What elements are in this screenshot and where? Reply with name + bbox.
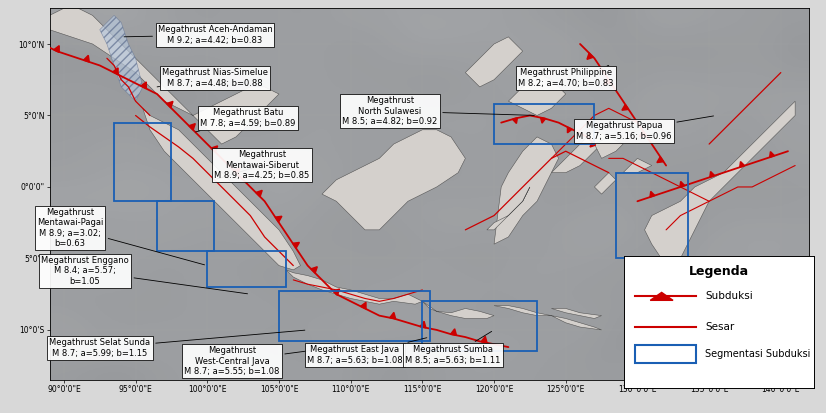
Text: Megathrust
North Sulawesi
M 8.5; a=4.82; b=0.92: Megathrust North Sulawesi M 8.5; a=4.82;…: [342, 96, 534, 126]
Polygon shape: [234, 168, 240, 174]
Polygon shape: [211, 146, 217, 152]
Polygon shape: [622, 104, 629, 110]
Polygon shape: [552, 309, 601, 318]
Bar: [494, 104, 595, 144]
Polygon shape: [333, 289, 339, 295]
Polygon shape: [639, 131, 646, 136]
Polygon shape: [286, 270, 422, 304]
Polygon shape: [422, 301, 494, 318]
Polygon shape: [482, 336, 487, 343]
Polygon shape: [143, 108, 301, 270]
Polygon shape: [740, 161, 744, 167]
Polygon shape: [100, 15, 143, 101]
Text: Megathrust
Mentawai-Pagai
M 8.9; a=3.02;
b=0.63: Megathrust Mentawai-Pagai M 8.9; a=3.02;…: [37, 208, 205, 265]
Polygon shape: [623, 158, 652, 173]
Bar: [616, 173, 687, 259]
Polygon shape: [710, 171, 714, 177]
Bar: [422, 301, 537, 351]
Text: Megathrust Batu
M 7.8; a=4.59; b=0.89: Megathrust Batu M 7.8; a=4.59; b=0.89: [196, 108, 296, 132]
Text: Legenda: Legenda: [689, 265, 748, 278]
Polygon shape: [494, 137, 558, 244]
Polygon shape: [657, 157, 663, 163]
Polygon shape: [450, 329, 457, 335]
Text: Megathrust Papua
M 8.7; a=5.16; b=0.96: Megathrust Papua M 8.7; a=5.16; b=0.96: [577, 116, 714, 141]
Polygon shape: [54, 46, 59, 52]
Text: Megathrust East Java
M 8.7; a=5.63; b=1.08: Megathrust East Java M 8.7; a=5.63; b=1.…: [307, 338, 427, 365]
Polygon shape: [322, 130, 465, 230]
Polygon shape: [167, 102, 173, 108]
Bar: [207, 251, 286, 287]
Text: Megathrust Nias-Simelue
M 8.7; a=4.48; b=0.88: Megathrust Nias-Simelue M 8.7; a=4.48; b…: [157, 68, 268, 88]
Polygon shape: [650, 292, 673, 300]
Polygon shape: [595, 137, 623, 158]
Text: Megathrust Enggano
M 8.4; a=5.57;
b=1.05: Megathrust Enggano M 8.4; a=5.57; b=1.05: [41, 256, 248, 294]
Polygon shape: [390, 312, 396, 319]
Polygon shape: [595, 173, 616, 194]
Polygon shape: [644, 101, 795, 266]
Polygon shape: [292, 242, 299, 248]
Text: Megathrust Aceh-Andaman
M 9.2; a=4.42; b=0.83: Megathrust Aceh-Andaman M 9.2; a=4.42; b…: [124, 25, 273, 45]
Text: Megathrust
West-Central Java
M 8.7; a=5.55; b=1.08: Megathrust West-Central Java M 8.7; a=5.…: [184, 344, 355, 376]
Polygon shape: [487, 187, 530, 230]
Polygon shape: [567, 127, 572, 133]
Polygon shape: [275, 216, 282, 222]
Polygon shape: [420, 321, 426, 328]
Text: Megathrust
Mentawai-Siberut
M 8.9; a=4.25; b=0.85: Megathrust Mentawai-Siberut M 8.9; a=4.2…: [215, 150, 310, 180]
Polygon shape: [770, 152, 775, 157]
Polygon shape: [465, 37, 523, 87]
Text: Megathrust Selat Sunda
M 8.7; a=5.99; b=1.15: Megathrust Selat Sunda M 8.7; a=5.99; b=…: [50, 330, 305, 358]
Polygon shape: [605, 78, 611, 84]
Polygon shape: [361, 302, 366, 309]
Bar: [279, 291, 430, 342]
Text: Subduksi: Subduksi: [705, 291, 753, 301]
Polygon shape: [587, 53, 593, 59]
Polygon shape: [141, 82, 146, 89]
Polygon shape: [680, 181, 685, 187]
Text: Megathrust Philippine
M 8.2; a=4.70; b=0.83: Megathrust Philippine M 8.2; a=4.70; b=0…: [518, 65, 614, 88]
Polygon shape: [552, 130, 609, 173]
Polygon shape: [189, 123, 195, 130]
Polygon shape: [494, 306, 601, 330]
Polygon shape: [83, 55, 89, 62]
Text: Sesar: Sesar: [705, 323, 734, 332]
Bar: [114, 123, 172, 201]
Polygon shape: [508, 73, 566, 116]
Polygon shape: [50, 8, 279, 144]
Text: Megathrust Sumba
M 8.5; a=5.63; b=1.11: Megathrust Sumba M 8.5; a=5.63; b=1.11: [406, 331, 501, 365]
Bar: [635, 344, 695, 363]
Polygon shape: [540, 118, 546, 123]
Polygon shape: [590, 142, 596, 147]
Polygon shape: [112, 68, 118, 75]
Polygon shape: [311, 267, 317, 273]
Polygon shape: [256, 190, 262, 197]
Text: Segmentasi Subduksi: Segmentasi Subduksi: [705, 349, 810, 359]
Polygon shape: [650, 191, 655, 197]
Bar: [157, 201, 215, 251]
Polygon shape: [512, 118, 517, 123]
